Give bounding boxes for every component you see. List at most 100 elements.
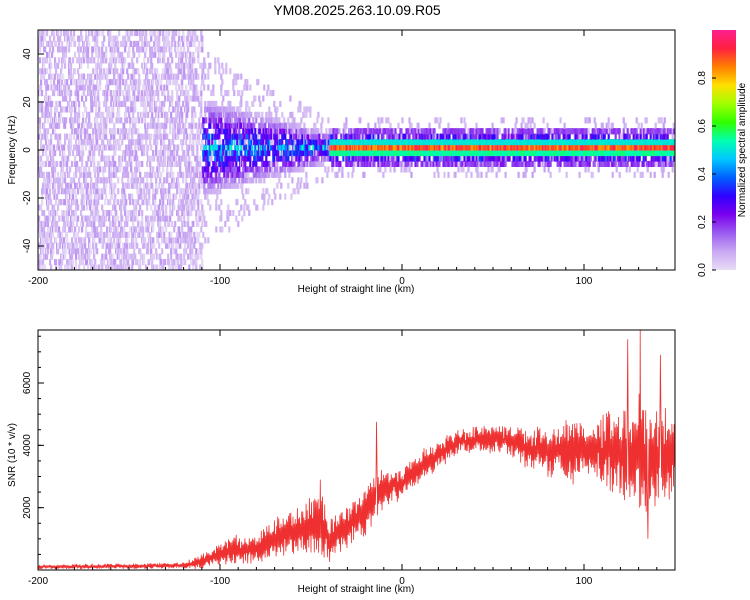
spectrogram-cell [209, 177, 212, 184]
spectrogram-cell [113, 51, 116, 58]
spectrogram-cell [93, 210, 96, 217]
spectrogram-cell [53, 90, 56, 97]
spectrogram-cell [53, 30, 56, 37]
spectrogram-cell [78, 51, 81, 58]
spectrogram-cell [46, 95, 49, 102]
spectrogram-cell [201, 128, 204, 135]
spectrogram-cell [61, 90, 64, 97]
spectrogram-cell [394, 128, 397, 135]
spectrogram-cell [264, 144, 267, 151]
spectrogram-cell [149, 68, 152, 75]
spectrogram-cell [70, 144, 73, 151]
spectrogram-cell [178, 182, 181, 189]
spectrogram-cell [391, 160, 394, 167]
spectrogram-cell [84, 128, 87, 135]
spectrogram-cell [70, 73, 73, 80]
spectrogram-cell [281, 122, 284, 129]
spectrogram-cell [129, 226, 132, 233]
spectrogram-cell [437, 155, 440, 162]
spectrogram-cell [167, 90, 170, 97]
spectrogram-cell [124, 259, 127, 266]
spectrogram-cell [50, 133, 53, 140]
spectrogram-cell [123, 199, 126, 206]
spectrogram-cell [188, 144, 191, 151]
spectrogram-cell [153, 40, 156, 47]
spectrogram-cell [376, 128, 379, 135]
spectrogram-cell [98, 150, 101, 157]
spectrogram-cell [287, 117, 290, 124]
spectrogram-cell [51, 210, 54, 217]
spectrogram-cell [259, 128, 262, 135]
spectrogram-cell [46, 253, 49, 260]
spectrogram-cell [157, 215, 160, 222]
spectrogram-cell [43, 237, 46, 244]
spectrogram-cell [183, 253, 186, 260]
spectrogram-cell [200, 95, 203, 102]
spectrogram-cell [259, 100, 262, 107]
spectrogram-cell [273, 155, 276, 162]
spectrogram-cell [217, 182, 220, 189]
spectrogram-cell [209, 204, 212, 211]
spectrogram-cell [270, 90, 273, 97]
spectrogram-cell [133, 84, 136, 91]
spectrogram-cell [141, 95, 144, 102]
spectrogram-cell [77, 248, 80, 255]
spectrogram-cell [436, 117, 439, 124]
spectrogram-cell [48, 210, 51, 217]
spectrogram-cell [132, 62, 135, 69]
spectrogram-cell [144, 51, 147, 58]
spectrogram-cell [99, 237, 102, 244]
spectrogram-cell [75, 259, 78, 266]
spectrogram-cell [443, 171, 446, 178]
spectrogram-cell [163, 57, 166, 64]
spectrogram-cell [413, 133, 416, 140]
spectrogram-cell [248, 117, 251, 124]
spectrogram-cell [297, 106, 300, 113]
spectrogram-cell [66, 166, 69, 173]
spectrogram-cell [41, 160, 44, 167]
spectrogram-cell [61, 231, 64, 238]
spectrogram-cell [149, 100, 152, 107]
spectrogram-cell [285, 144, 288, 151]
spectrogram-cell [46, 215, 49, 222]
spectrogram-cell [177, 177, 180, 184]
spectrogram-cell [61, 171, 64, 178]
spectrogram-cell [172, 30, 175, 37]
spectrogram-cell [147, 226, 150, 233]
spectrogram-cell [107, 30, 110, 37]
spectrogram-cell [68, 73, 71, 80]
spectrogram-cell [170, 248, 173, 255]
spectrogram-cell [125, 40, 128, 47]
spectrogram-cell [46, 100, 49, 107]
spectrogram-cell [128, 182, 131, 189]
spectrogram-cell [240, 100, 243, 107]
spectrogram-cell [177, 210, 180, 217]
spectrogram-cell [41, 90, 44, 97]
spectrogram-cell [214, 144, 217, 151]
spectrogram-cell [72, 259, 75, 266]
spectrogram-cell [274, 144, 277, 151]
spectrogram-cell [276, 182, 279, 189]
spectrogram-cell [117, 199, 120, 206]
spectrogram-cell [243, 84, 246, 91]
spectrogram-cell [182, 122, 185, 129]
spectrogram-cell [242, 177, 245, 184]
spectrogram-cell [183, 155, 186, 162]
spectrogram-cell [178, 62, 181, 69]
spectrogram-cell [241, 155, 244, 162]
spectrogram-cell [317, 111, 320, 118]
spectrogram-cell [131, 171, 134, 178]
spectrogram-cell [105, 253, 108, 260]
spectrogram-cell [456, 133, 459, 140]
spectrogram-cell [68, 84, 71, 91]
spectrogram-cell [187, 62, 190, 69]
spectrogram-cell [346, 155, 349, 162]
spectrogram-cell [190, 40, 193, 47]
spectrogram-cell [169, 79, 172, 86]
spectrogram-cell [72, 220, 75, 227]
spectrogram-cell [245, 144, 248, 151]
spectrogram-cell [96, 68, 99, 75]
spectrogram-cell [204, 111, 207, 118]
spectrogram-cell [168, 220, 171, 227]
spectrogram-cell [82, 188, 85, 195]
